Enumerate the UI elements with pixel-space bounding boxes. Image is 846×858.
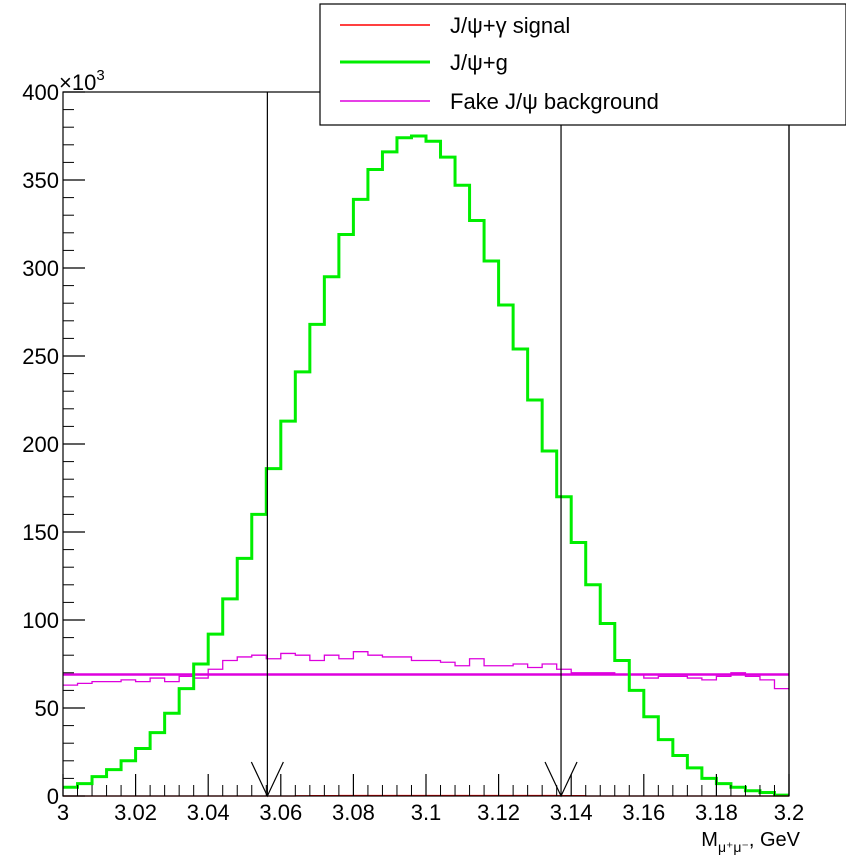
x-tick-label: 3.18 <box>695 800 738 825</box>
x-tick-label: 3.04 <box>187 800 230 825</box>
x-tick-label: 3.02 <box>114 800 157 825</box>
x-tick-label: 3.16 <box>622 800 665 825</box>
legend-entry-fake: Fake J/ψ background <box>340 89 659 114</box>
legend-label-fake: Fake J/ψ background <box>450 89 659 114</box>
y-tick-label: 100 <box>22 608 59 633</box>
legend: J/ψ+γ signal J/ψ+g Fake J/ψ background <box>319 3 846 126</box>
y-tick-label: 150 <box>22 520 59 545</box>
x-tick-label: 3.1 <box>411 800 442 825</box>
x-tick-label: 3.06 <box>259 800 302 825</box>
y-tick-label: 50 <box>35 696 59 721</box>
y-tick-label: 250 <box>22 344 59 369</box>
legend-label-signal: J/ψ+γ signal <box>450 13 570 38</box>
y-tick-label: 200 <box>22 432 59 457</box>
legend-entry-signal: J/ψ+γ signal <box>340 13 570 38</box>
x-tick-label: 3.08 <box>332 800 375 825</box>
x-axis-title-main: M <box>701 829 718 851</box>
legend-label-gluon: J/ψ+g <box>450 50 508 75</box>
x-axis-title-sub: μ⁺μ⁻ <box>718 839 749 855</box>
x-tick-label: 3.12 <box>477 800 520 825</box>
x-axis-title: Mμ⁺μ⁻, GeV <box>701 829 800 855</box>
x-tick-label: 3.2 <box>774 800 805 825</box>
series-2-histogram <box>63 651 789 690</box>
x-tick-label: 3.14 <box>550 800 593 825</box>
y-tick-label: 300 <box>22 256 59 281</box>
axes: 3 3.02 3.04 3.06 3.08 3.1 3.12 3.14 3.16 3.18 3.2 0… <box>22 80 804 825</box>
legend-entry-gluon: J/ψ+g <box>340 50 508 75</box>
y-tick-label: 400 <box>22 80 59 105</box>
y-tick-label: 0 <box>47 784 59 809</box>
y-multiplier-exp: 3 <box>96 67 104 84</box>
x-tick-label: 3 <box>57 800 69 825</box>
x-axis-title-suffix: , GeV <box>749 829 801 851</box>
y-tick-label: 350 <box>22 168 59 193</box>
series-1-histogram <box>63 134 789 797</box>
y-multiplier-base: ×10 <box>59 70 96 95</box>
y-multiplier: ×103 <box>59 67 105 95</box>
